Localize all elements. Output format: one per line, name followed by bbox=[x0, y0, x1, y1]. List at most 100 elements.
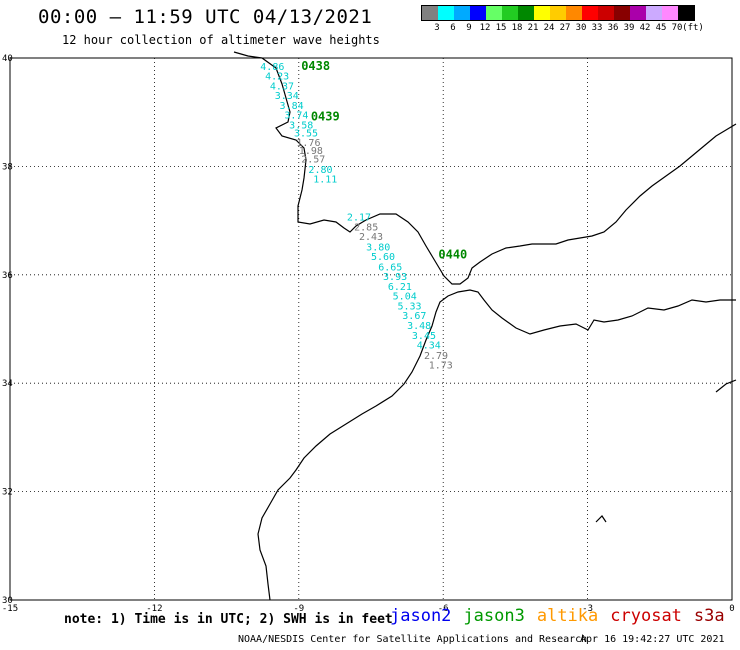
longitude-label: -12 bbox=[146, 604, 162, 614]
legend-label: 33 bbox=[591, 23, 603, 33]
wave-height-value: 3.80 bbox=[366, 242, 390, 253]
latitude-label: 38 bbox=[2, 162, 13, 172]
coastline-portugal bbox=[233, 51, 737, 285]
legend-swatch bbox=[422, 6, 438, 20]
wave-height-value: 4.86 bbox=[260, 62, 284, 73]
legend-label: 36 bbox=[607, 23, 619, 33]
satellite-key: jason2 jason3 altika cryosat s3a bbox=[390, 606, 737, 626]
longitude-label: -3 bbox=[582, 604, 593, 614]
generation-timestamp: Apr 16 19:42:27 UTC 2021 bbox=[580, 634, 725, 645]
legend-swatch bbox=[502, 6, 518, 20]
longitude-label: -6 bbox=[438, 604, 449, 614]
pass-label: 0438 bbox=[301, 59, 330, 73]
credit-line: NOAA/NESDIS Center for Satellite Applica… bbox=[238, 634, 588, 645]
wave-height-value: 1.98 bbox=[299, 146, 323, 157]
legend-label: 3 bbox=[434, 23, 440, 33]
wave-height-value: 1.11 bbox=[313, 175, 337, 186]
pass-label: 0440 bbox=[438, 248, 467, 262]
legend-labels: 3 6 9 12 15 18 21 24 27 30 33 36 39 42 45 70 (ft) bbox=[421, 23, 704, 35]
wave-height-value: 2.79 bbox=[424, 351, 448, 362]
wave-height-value: 4.23 bbox=[265, 72, 289, 83]
wave-height-value: 4.37 bbox=[270, 81, 294, 92]
legend-swatch bbox=[550, 6, 566, 20]
legend-swatch bbox=[470, 6, 486, 20]
legend-label: 30 bbox=[575, 23, 587, 33]
wave-height-value: 3.58 bbox=[289, 120, 313, 131]
wave-height-value: 1.73 bbox=[429, 361, 453, 372]
wave-height-value: 3.34 bbox=[275, 91, 299, 102]
legend-label: 15 bbox=[495, 23, 507, 33]
wave-height-value: 3.93 bbox=[383, 272, 407, 283]
wave-height-values: 4.864.234.373.343.843.743.583.551.761.98… bbox=[260, 62, 453, 372]
legend-label: 70 bbox=[671, 23, 683, 33]
wave-height-value: 3.48 bbox=[407, 321, 431, 332]
wave-height-value: 2.85 bbox=[354, 222, 378, 233]
wave-height-value: 2.17 bbox=[347, 213, 371, 224]
longitude-label: -9 bbox=[293, 604, 304, 614]
legend-label: 45 bbox=[655, 23, 667, 33]
satellite-altika: altika bbox=[536, 606, 599, 626]
wave-height-value: 2.80 bbox=[308, 165, 332, 176]
coastline bbox=[233, 51, 737, 601]
legend-swatch bbox=[646, 6, 662, 20]
chart-title: 00:00 – 11:59 UTC 04/13/2021 bbox=[38, 6, 373, 28]
wave-height-value: 2.57 bbox=[301, 155, 325, 166]
wave-height-legend: 3 6 9 12 15 18 21 24 27 30 33 36 39 42 45 70 (ft) bbox=[421, 5, 704, 35]
latitude-label: 40 bbox=[2, 54, 13, 64]
wave-height-value: 3.74 bbox=[284, 111, 308, 122]
latitude-label: 30 bbox=[2, 596, 13, 606]
wave-height-value: 6.21 bbox=[388, 282, 412, 293]
wave-height-value: 1.76 bbox=[296, 138, 320, 149]
wave-height-value: 3.45 bbox=[412, 331, 436, 342]
wave-height-value: 5.33 bbox=[397, 301, 421, 312]
wave-height-value: 6.65 bbox=[378, 262, 402, 273]
legend-label: 6 bbox=[450, 23, 456, 33]
wave-height-value: 3.55 bbox=[294, 129, 318, 140]
wave-height-value: 3.84 bbox=[280, 101, 304, 112]
wave-height-value: 5.04 bbox=[393, 292, 417, 303]
legend-swatch bbox=[662, 6, 678, 20]
legend-swatch bbox=[614, 6, 630, 20]
legend-label: (ft) bbox=[682, 23, 704, 33]
legend-swatch bbox=[582, 6, 598, 20]
footnote: note: 1) Time is in UTC; 2) SWH is in fe… bbox=[64, 612, 393, 627]
wave-height-value: 4.34 bbox=[417, 341, 441, 352]
satellite-jason2: jason2 bbox=[390, 606, 452, 626]
legend-label: 27 bbox=[559, 23, 571, 33]
satellite-cryosat: cryosat bbox=[610, 606, 682, 626]
latitude-label: 36 bbox=[2, 271, 13, 281]
legend-label: 12 bbox=[479, 23, 491, 33]
legend-swatch bbox=[678, 6, 694, 20]
legend-swatch bbox=[534, 6, 550, 20]
coastline-menorca bbox=[715, 379, 737, 393]
legend-swatch bbox=[566, 6, 582, 20]
legend-swatch bbox=[630, 6, 646, 20]
pass-labels: 0438 0439 0440 bbox=[301, 59, 467, 262]
legend-label: 9 bbox=[466, 23, 472, 33]
coastline-islet bbox=[595, 515, 607, 523]
pass-label: 0439 bbox=[311, 109, 340, 123]
map-frame bbox=[9, 57, 733, 601]
latitude-label: 34 bbox=[2, 379, 13, 389]
legend-label: 18 bbox=[511, 23, 523, 33]
longitude-label: 0 bbox=[729, 604, 734, 614]
legend-label: 21 bbox=[527, 23, 539, 33]
longitude-label: -15 bbox=[2, 604, 18, 614]
wave-height-value: 2.43 bbox=[359, 232, 383, 243]
legend-label: 24 bbox=[543, 23, 555, 33]
legend-swatch bbox=[438, 6, 454, 20]
legend-swatch bbox=[598, 6, 614, 20]
legend-swatch bbox=[486, 6, 502, 20]
wave-height-value: 3.67 bbox=[402, 311, 426, 322]
legend-swatch bbox=[518, 6, 534, 20]
chart-subtitle: 12 hour collection of altimeter wave hei… bbox=[62, 33, 380, 47]
legend-swatch bbox=[454, 6, 470, 20]
map-grid: 40 38 36 34 32 30-15 -12 -9 -6 -3 0 bbox=[2, 54, 735, 614]
satellite-s3a: s3a bbox=[693, 606, 725, 626]
wave-height-value: 5.60 bbox=[371, 252, 395, 263]
coastline-morocco bbox=[257, 289, 736, 601]
latitude-label: 32 bbox=[2, 488, 13, 498]
satellite-jason3: jason3 bbox=[463, 606, 525, 626]
legend-label: 42 bbox=[639, 23, 651, 33]
